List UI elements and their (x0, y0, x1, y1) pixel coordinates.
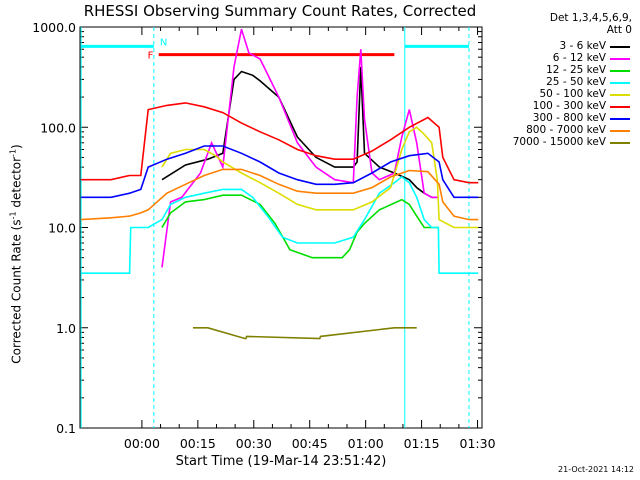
legend-swatch (610, 82, 630, 84)
chart-title: RHESSI Observing Summary Count Rates, Co… (83, 2, 477, 20)
legend-label: 3 - 6 keV (559, 40, 606, 52)
x-tick-label: 01:00 (348, 436, 384, 451)
legend-item: 3 - 6 keV (480, 40, 632, 52)
legend-swatch (610, 130, 630, 132)
legend-item: 50 - 100 keV (480, 88, 632, 100)
x-tick-label: 00:15 (180, 436, 216, 451)
series-line-3 (81, 175, 479, 274)
legend-label: 12 - 25 keV (546, 64, 606, 76)
legend-label: 300 - 800 keV (532, 112, 606, 124)
legend-label: 100 - 300 keV (532, 100, 606, 112)
legend-swatch (610, 58, 630, 60)
legend-swatch (610, 46, 630, 48)
y-axis-title-part3: ) (9, 144, 24, 149)
y-axis-title-part1: Corrected Count Rate (s (9, 219, 24, 364)
y-axis-title-sup1: -1 (8, 211, 18, 220)
series-line-0 (161, 66, 439, 199)
legend-swatch (610, 118, 630, 120)
legend-swatch (610, 142, 630, 144)
legend-label: 800 - 7000 keV (526, 124, 606, 136)
legend-label: 50 - 100 keV (539, 88, 606, 100)
legend: 3 - 6 keV 6 - 12 keV 12 - 25 keV 25 - 50 ke… (480, 40, 632, 148)
legend-label: 7000 - 15000 keV (512, 136, 606, 148)
y-tick-label: 0.1 (56, 421, 76, 436)
legend-label: 6 - 12 keV (552, 52, 606, 64)
legend-item: 300 - 800 keV (480, 112, 632, 124)
y-tick-label: 10.0 (48, 221, 76, 236)
legend-item: 25 - 50 keV (480, 76, 632, 88)
legend-header-line2: Att 0 (606, 24, 632, 36)
flare-label: F (148, 51, 154, 62)
legend-item: 12 - 25 keV (480, 64, 632, 76)
x-tick-label: 00:45 (292, 436, 328, 451)
series-line-6 (81, 145, 479, 199)
legend-item: 6 - 12 keV (480, 52, 632, 64)
legend-label: 25 - 50 keV (546, 76, 606, 88)
legend-swatch (610, 70, 630, 72)
timestamp: 21-Oct-2021 14:12 (558, 465, 634, 474)
series-line-4 (161, 126, 479, 229)
x-tick-label: 00:30 (236, 436, 272, 451)
series-line-1 (161, 28, 439, 268)
series-line-2 (161, 194, 439, 259)
x-axis-title: Start Time (19-Mar-14 23:51:42) (175, 454, 387, 469)
y-axis-title: Corrected Count Rate (s-1 detector-1) (9, 144, 24, 363)
legend-item: 7000 - 15000 keV (480, 136, 632, 148)
legend-swatch (610, 94, 630, 96)
y-tick-label: 100.0 (40, 120, 76, 135)
y-tick-label: 1.0 (56, 321, 76, 336)
y-tick-label: 1000.0 (32, 20, 76, 35)
x-tick-label: 01:30 (460, 436, 496, 451)
y-axis-title-part2: detector (9, 156, 24, 212)
series-line-7 (81, 168, 479, 221)
x-tick-label: 01:15 (404, 436, 440, 451)
y-axis-title-sup2: -1 (8, 148, 18, 157)
legend-item: 800 - 7000 keV (480, 124, 632, 136)
legend-header: Det 1,3,4,5,6,9, Att 0 (482, 12, 632, 36)
series-line-5 (81, 102, 479, 184)
legend-swatch (610, 106, 630, 108)
x-tick-label: 00:00 (124, 436, 160, 451)
series-line-8 (193, 327, 417, 340)
legend-header-line1: Det 1,3,4,5,6,9, (549, 12, 632, 24)
legend-item: 100 - 300 keV (480, 100, 632, 112)
night-label: N (160, 37, 167, 48)
